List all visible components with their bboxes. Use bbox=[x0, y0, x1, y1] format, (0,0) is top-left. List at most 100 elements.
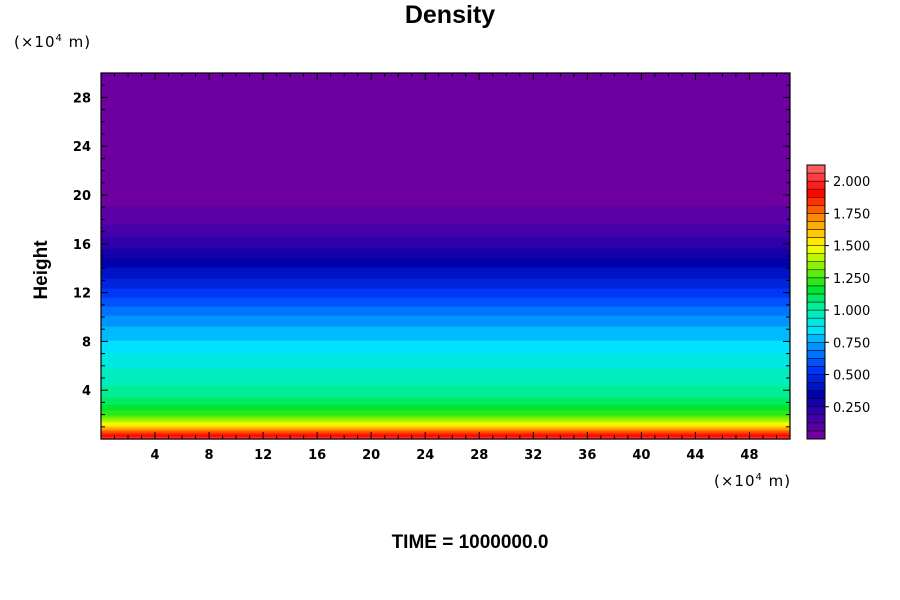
density-band bbox=[101, 391, 790, 393]
density-band bbox=[101, 417, 790, 419]
density-band bbox=[101, 247, 790, 249]
colorbar-segment bbox=[806, 213, 826, 222]
density-band bbox=[101, 94, 790, 96]
density-band bbox=[101, 74, 790, 76]
density-band bbox=[101, 370, 790, 372]
density-band bbox=[101, 196, 790, 198]
density-band bbox=[101, 292, 790, 294]
density-band bbox=[101, 341, 790, 343]
density-band bbox=[101, 288, 790, 290]
density-band bbox=[101, 233, 790, 235]
density-band bbox=[101, 284, 790, 286]
density-band bbox=[101, 313, 790, 315]
density-band bbox=[101, 270, 790, 272]
density-band bbox=[101, 129, 790, 131]
density-band bbox=[101, 301, 790, 303]
colorbar-segment bbox=[806, 374, 826, 383]
density-band bbox=[101, 241, 790, 243]
density-band bbox=[101, 246, 790, 248]
x-unit-label: (×104 m) bbox=[714, 472, 792, 490]
density-band bbox=[101, 297, 790, 299]
density-band bbox=[101, 333, 790, 335]
density-band bbox=[101, 135, 790, 137]
density-band bbox=[101, 381, 790, 383]
colorbar-segment bbox=[806, 414, 826, 424]
density-band bbox=[101, 420, 790, 422]
density-band bbox=[101, 257, 790, 259]
x-tick-label: 4 bbox=[151, 448, 160, 463]
density-band bbox=[101, 369, 790, 371]
density-band bbox=[101, 261, 790, 263]
density-band bbox=[101, 437, 790, 439]
density-band bbox=[101, 430, 790, 432]
y-unit-label: (×104 m) bbox=[14, 33, 92, 51]
density-band bbox=[101, 274, 790, 276]
density-band bbox=[101, 126, 790, 128]
density-band bbox=[101, 433, 790, 435]
colorbar-tick-label: 1.500 bbox=[833, 240, 870, 255]
density-band bbox=[101, 431, 790, 433]
density-band bbox=[101, 293, 790, 295]
density-band bbox=[101, 231, 790, 233]
density-band bbox=[101, 296, 790, 298]
density-band bbox=[101, 163, 790, 165]
density-band bbox=[101, 263, 790, 265]
density-band bbox=[101, 207, 790, 209]
density-band bbox=[101, 318, 790, 320]
density-band bbox=[101, 175, 790, 177]
density-band bbox=[101, 295, 790, 297]
density-band bbox=[101, 393, 790, 395]
density-band bbox=[101, 380, 790, 382]
density-band bbox=[101, 285, 790, 287]
density-band bbox=[101, 170, 790, 172]
density-band bbox=[101, 258, 790, 260]
y-tick-label: 24 bbox=[73, 140, 91, 155]
density-band bbox=[101, 208, 790, 210]
x-tick-label: 20 bbox=[362, 448, 380, 463]
density-band bbox=[101, 130, 790, 132]
density-band bbox=[101, 339, 790, 341]
colorbar-segment bbox=[806, 188, 826, 198]
density-band bbox=[101, 409, 790, 411]
density-band bbox=[101, 435, 790, 437]
density-band bbox=[101, 146, 790, 148]
density-band bbox=[101, 376, 790, 378]
density-band bbox=[101, 338, 790, 340]
density-band bbox=[101, 305, 790, 307]
density-band bbox=[101, 218, 790, 220]
density-band bbox=[101, 421, 790, 423]
colorbar-segment bbox=[806, 317, 826, 327]
density-band bbox=[101, 128, 790, 130]
density-band bbox=[101, 415, 790, 417]
density-band bbox=[101, 436, 790, 438]
colorbar-tick-label: 1.250 bbox=[833, 272, 870, 287]
density-band bbox=[101, 216, 790, 218]
density-band bbox=[101, 348, 790, 350]
x-axis-ticks: 4 8 12 16 20 24 28 32 36 40 44 48 bbox=[114, 73, 777, 463]
y-tick-label: 4 bbox=[82, 384, 91, 399]
density-band bbox=[101, 364, 790, 366]
density-band bbox=[101, 363, 790, 365]
density-band bbox=[101, 299, 790, 301]
density-band bbox=[101, 354, 790, 356]
density-band bbox=[101, 283, 790, 285]
y-tick-label: 20 bbox=[73, 189, 91, 204]
density-band bbox=[101, 387, 790, 389]
density-band bbox=[101, 221, 790, 223]
density-band bbox=[101, 434, 790, 436]
density-band bbox=[101, 219, 790, 221]
density-band bbox=[101, 91, 790, 93]
density-band bbox=[101, 184, 790, 186]
colorbar-segment bbox=[806, 406, 826, 416]
density-band bbox=[101, 102, 790, 104]
density-band bbox=[101, 192, 790, 194]
density-band bbox=[101, 278, 790, 280]
density-band bbox=[101, 227, 790, 229]
density-band bbox=[101, 150, 790, 152]
y-tick-label: 8 bbox=[82, 335, 91, 350]
density-band bbox=[101, 157, 790, 159]
density-band bbox=[101, 82, 790, 84]
colorbar-segment bbox=[806, 237, 826, 246]
density-band bbox=[101, 397, 790, 399]
colorbar-segment bbox=[806, 229, 826, 238]
